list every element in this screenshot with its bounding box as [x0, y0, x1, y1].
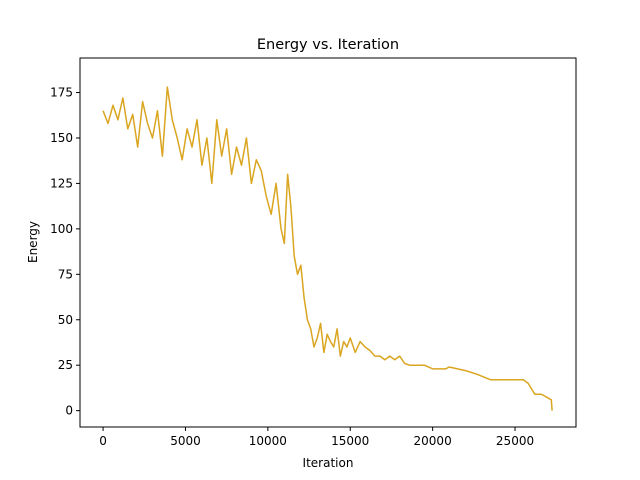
x-tick-label: 20000 — [414, 434, 452, 448]
y-tick-label: 175 — [50, 86, 73, 100]
x-tick-label: 25000 — [496, 434, 534, 448]
y-axis-ticks: 0 25 50 75 100 125 150 175 — [50, 86, 80, 418]
plot-area — [102, 86, 553, 411]
x-axis-label: Iteration — [303, 456, 354, 470]
y-tick-label: 50 — [58, 313, 73, 327]
series-line-0 — [102, 86, 553, 411]
y-tick-label: 75 — [58, 267, 73, 281]
x-tick-label: 5000 — [170, 434, 201, 448]
y-tick-label: 125 — [50, 176, 73, 190]
y-tick-label: 100 — [50, 222, 73, 236]
chart-title: Energy vs. Iteration — [257, 37, 399, 53]
x-tick-label: 0 — [99, 434, 107, 448]
y-tick-label: 0 — [65, 404, 73, 418]
x-axis-ticks: 0 5000 10000 15000 20000 25000 — [99, 427, 534, 448]
axes-frame — [79, 57, 577, 428]
y-axis-label: Energy — [26, 221, 40, 263]
x-tick-label: 15000 — [331, 434, 369, 448]
y-tick-label: 150 — [50, 131, 73, 145]
y-tick-label: 25 — [58, 358, 73, 372]
x-tick-label: 10000 — [249, 434, 287, 448]
